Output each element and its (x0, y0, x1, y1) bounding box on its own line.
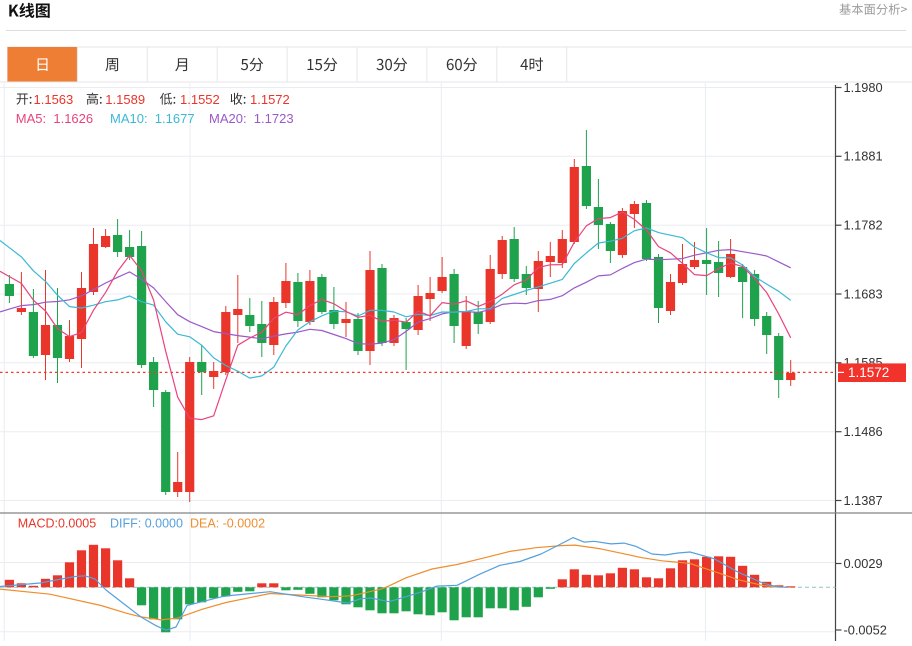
svg-text:DEA: -0.0002: DEA: -0.0002 (190, 517, 265, 531)
svg-text:1.1980: 1.1980 (844, 80, 883, 95)
svg-text:1.1572: 1.1572 (250, 92, 290, 107)
svg-text:DIFF: 0.0000: DIFF: 0.0000 (110, 517, 183, 531)
svg-text:1.1683: 1.1683 (844, 286, 883, 301)
svg-text:1.1881: 1.1881 (844, 149, 883, 164)
svg-text:MA10: 1.1677: MA10: 1.1677 (110, 111, 195, 126)
svg-text:1.1782: 1.1782 (844, 218, 883, 233)
svg-text:MA20: 1.1723: MA20: 1.1723 (209, 111, 294, 126)
svg-text:1.1486: 1.1486 (844, 424, 883, 439)
svg-text:MACD:0.0005: MACD:0.0005 (18, 517, 97, 531)
svg-text:1.1552: 1.1552 (180, 92, 220, 107)
svg-text:1.1387: 1.1387 (844, 493, 883, 508)
svg-text:1.1589: 1.1589 (105, 92, 145, 107)
svg-text:1.1572: 1.1572 (848, 365, 889, 380)
svg-text:MA5: 1.1626: MA5: 1.1626 (16, 111, 93, 126)
svg-text:-0.0052: -0.0052 (844, 622, 887, 637)
svg-text:0.0029: 0.0029 (844, 556, 883, 571)
svg-text:1.1563: 1.1563 (34, 92, 74, 107)
